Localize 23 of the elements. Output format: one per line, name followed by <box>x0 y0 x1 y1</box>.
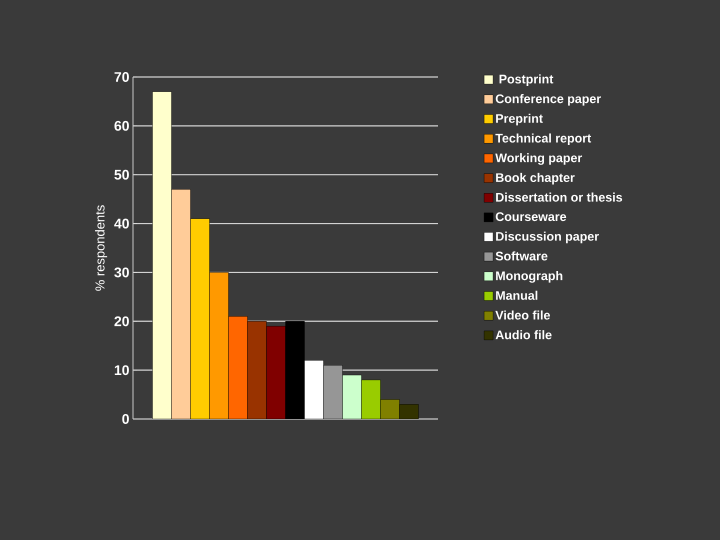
y-tick-label: 50 <box>114 170 129 180</box>
y-tick-label: 20 <box>114 316 129 326</box>
legend-label: Monograph <box>496 271 562 283</box>
y-tick-label: 60 <box>114 120 129 131</box>
legend-label: Audio file <box>496 330 552 340</box>
legend-label: Dissertation or thesis <box>496 192 622 202</box>
y-tick-label: 70 <box>114 72 129 82</box>
legend-label: Courseware <box>496 212 566 222</box>
legend-label: Preprint <box>496 114 543 126</box>
y-tick-label: 30 <box>114 267 129 278</box>
legend-label: Postprint <box>500 74 554 86</box>
legend-label: Discussion paper <box>496 232 599 244</box>
legend-label: Software <box>496 251 548 260</box>
legend-label: Manual <box>496 290 538 300</box>
legend-label: Working paper <box>495 153 582 165</box>
legend-label: Video file <box>495 310 550 320</box>
legend-label: Book chapter <box>496 172 575 184</box>
legend-label: Conference paper <box>496 94 601 106</box>
legend-label: Technical report <box>495 133 592 146</box>
y-axis-title: % respondents <box>95 205 108 291</box>
y-tick-label: 0 <box>122 414 129 424</box>
y-tick-label: 10 <box>114 365 129 376</box>
y-tick-label: 40 <box>114 218 129 229</box>
